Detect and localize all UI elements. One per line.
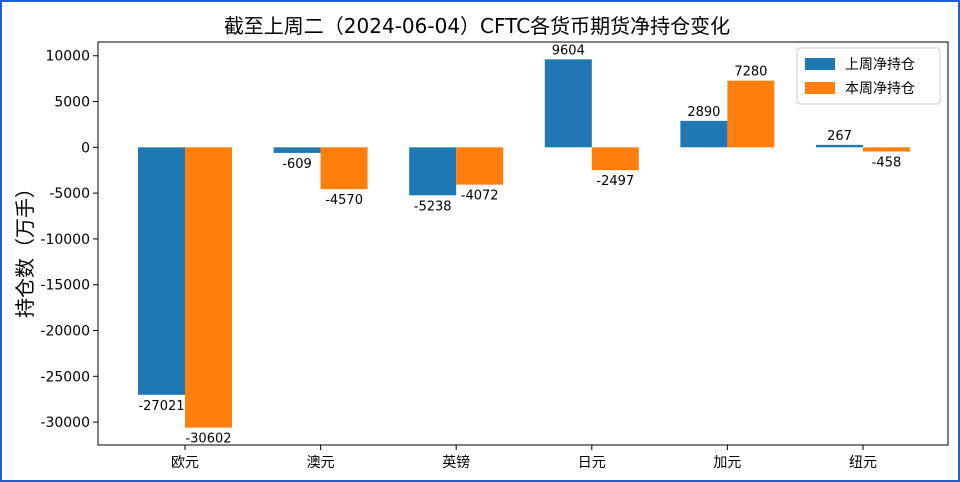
data-label: -27021 — [138, 399, 184, 414]
x-tick-label: 日元 — [578, 455, 606, 471]
data-label: 9604 — [552, 43, 585, 58]
y-tick-label: -5000 — [49, 186, 90, 202]
data-label: 267 — [827, 129, 852, 144]
data-label: -458 — [872, 156, 902, 171]
x-tick-label: 欧元 — [171, 455, 199, 471]
data-label: 7280 — [734, 65, 767, 80]
plot-frame — [97, 41, 949, 446]
bar — [320, 147, 368, 190]
data-label: -609 — [282, 157, 312, 172]
legend-label: 上周净持仓 — [845, 57, 915, 73]
x-tick-label: 英镑 — [442, 454, 470, 471]
plot-area: 10000 5000 0 -5000 -10000 -15000 -20000 -25000 -… — [40, 41, 949, 471]
bar — [680, 120, 728, 148]
chart-title: 截至上周二（2024-06-04）CFTC各货币期货净持仓变化 — [224, 14, 730, 38]
bar — [456, 147, 504, 185]
bar — [409, 147, 457, 196]
data-label: 2890 — [687, 105, 720, 120]
y-tick-label: 10000 — [45, 49, 90, 65]
legend-swatch — [805, 58, 835, 70]
legend-swatch — [805, 82, 835, 94]
x-tick-label: 澳元 — [307, 455, 335, 471]
x-tick-label: 纽元 — [849, 455, 877, 471]
y-tick-label: 5000 — [54, 95, 90, 111]
y-axis-label: 持仓数（万手） — [13, 178, 37, 318]
bar — [863, 147, 910, 152]
legend-label: 本周净持仓 — [845, 81, 915, 97]
data-label: -4072 — [461, 189, 499, 204]
y-tick-label: -15000 — [40, 278, 90, 294]
data-label: -5238 — [414, 199, 452, 214]
y-tick-label: -30000 — [40, 415, 90, 431]
y-tick-label: -20000 — [40, 324, 90, 340]
y-tick-label: -25000 — [40, 369, 90, 385]
bar — [544, 59, 592, 148]
bar — [816, 144, 863, 148]
y-tick-label: 0 — [81, 140, 90, 156]
bar — [138, 147, 185, 395]
bar — [591, 147, 639, 171]
bar — [185, 147, 232, 428]
data-label: -30602 — [185, 432, 231, 447]
bar — [727, 80, 775, 148]
x-tick-label: 加元 — [713, 455, 741, 471]
data-label: -2497 — [596, 174, 634, 189]
bar — [273, 147, 321, 153]
data-label: -4570 — [325, 193, 363, 208]
y-tick-label: -10000 — [40, 232, 90, 248]
